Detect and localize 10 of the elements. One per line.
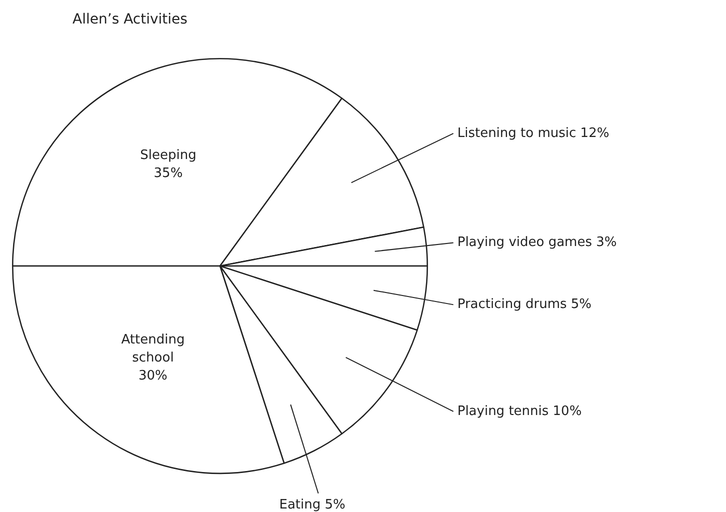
slice-label: Attending school [121,332,185,366]
data-label: 35% [154,166,183,181]
data-label: 30% [138,368,168,384]
slice-label: Eating 5% [279,498,346,512]
slice-label: Playing video games 3% [457,235,617,250]
slice-label: Playing tennis 10% [457,404,582,419]
slice-label: Practicing drums 5% [457,297,592,312]
chart-title: Allen’s Activities [72,12,188,28]
slice-label: Sleeping [140,148,196,163]
slice-label: Listening to music 12% [457,126,610,141]
